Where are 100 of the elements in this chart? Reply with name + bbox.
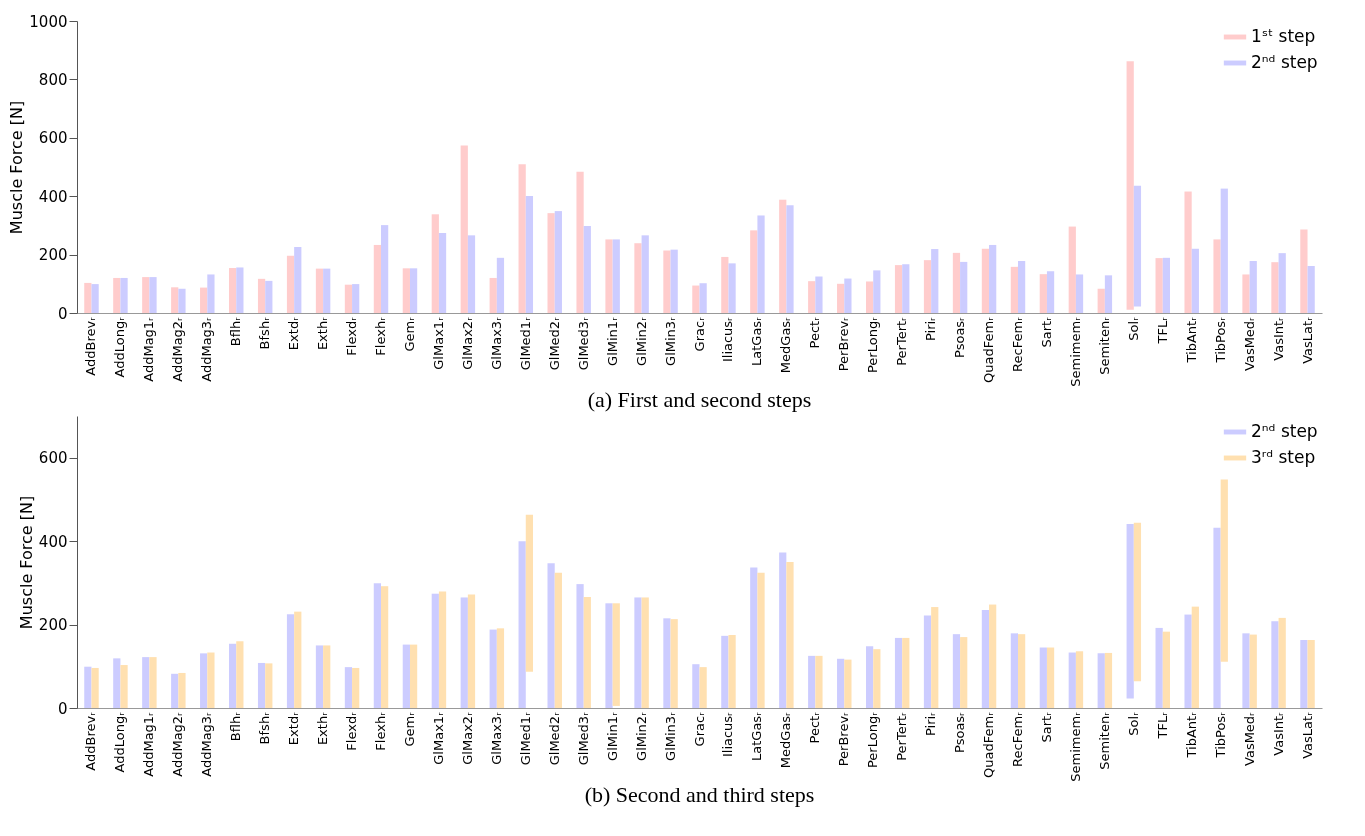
x-tick-label: QuadFemᵣ [981, 711, 997, 778]
x-tick-label: GlMin3ᵣ [662, 711, 678, 761]
bar [923, 615, 932, 708]
bar [960, 261, 968, 313]
bar [1242, 274, 1250, 313]
y-tick-label: 1000 [29, 12, 68, 31]
x-tick-label: GlMed3ᵣ [575, 316, 591, 371]
x-tick-label: TFLᵣ [1154, 711, 1170, 740]
bar [229, 643, 237, 708]
bar [931, 249, 939, 313]
bar [815, 276, 823, 313]
bar [265, 280, 273, 313]
bar [1307, 640, 1315, 708]
bar [171, 287, 179, 313]
bar [786, 205, 794, 313]
bar [518, 164, 526, 313]
bar [612, 239, 620, 313]
bar [721, 256, 729, 313]
bar [257, 278, 266, 313]
bar [808, 655, 816, 708]
bar [1039, 647, 1047, 708]
bar [663, 618, 671, 708]
legend-label: 2ⁿᵈ step [1251, 421, 1318, 441]
bar [844, 278, 852, 313]
bar [431, 214, 439, 313]
x-tick-label: GlMin1ᵣ [604, 711, 620, 761]
bar [294, 611, 302, 708]
legend-label: 1ˢᵗ step [1251, 26, 1316, 46]
x-tick-label: VasMedᵣ [1241, 711, 1257, 766]
bar [894, 265, 903, 313]
bar [1097, 288, 1105, 313]
x-tick-label: Psoasᵣ [952, 711, 968, 753]
bar [779, 552, 787, 708]
bar [786, 562, 794, 708]
x-tick-label: GlMax2ᵣ [459, 316, 475, 370]
x-tick-label: Bflhᵣ [228, 711, 244, 742]
bar [178, 288, 186, 313]
bar [402, 644, 410, 708]
bar [605, 239, 613, 313]
bar [525, 195, 534, 313]
bar [960, 637, 968, 708]
bar [489, 277, 497, 313]
bar [634, 597, 642, 708]
bar [207, 652, 215, 708]
bar [989, 604, 997, 708]
bar [605, 603, 613, 708]
x-tick-label: AddMag2ᵣ [170, 711, 186, 777]
x-tick-label: Semitenᵣ [1096, 316, 1112, 375]
bar [692, 664, 700, 708]
bar [757, 215, 765, 313]
bar [1155, 258, 1163, 313]
bar [315, 268, 324, 313]
bar [344, 284, 353, 313]
bar [1249, 261, 1257, 313]
x-tick-label: VasMedᵣ [1241, 316, 1257, 371]
x-tick-label: LatGasᵣ [749, 711, 765, 761]
bar [1104, 652, 1113, 708]
bar [1097, 653, 1105, 708]
bar [373, 583, 382, 708]
bar [663, 250, 671, 313]
bar [381, 586, 389, 708]
bar [149, 657, 157, 708]
x-tick-label: Flexdᵣ [344, 711, 360, 751]
bar [409, 644, 418, 708]
bar [902, 637, 910, 708]
text: (a) First and second steps [587, 387, 812, 413]
x-tick-label: Iliacusᵣ [720, 316, 736, 363]
y-tick-label: 0 [57, 699, 68, 718]
y-tick-label: 400 [38, 187, 68, 206]
bar [1300, 229, 1308, 313]
bar [149, 277, 157, 313]
bar [373, 244, 382, 313]
bar [1300, 640, 1308, 708]
x-tick-label: Gracᵣ [691, 316, 707, 352]
x-tick-label: MedGasᵣ [778, 316, 794, 374]
bar [1278, 253, 1286, 313]
x-tick-label: GlMed1ᵣ [517, 711, 533, 766]
bar [1068, 226, 1076, 313]
x-tick-label: Sartᵣ [1038, 316, 1054, 348]
bar [699, 283, 707, 313]
bar [91, 667, 99, 708]
bar [641, 597, 649, 708]
bar [265, 663, 273, 708]
y-tick-label: 800 [38, 70, 68, 89]
x-tick-label: RecFemᵣ [1009, 316, 1025, 372]
bar [547, 563, 555, 708]
bar [1213, 527, 1221, 708]
x-tick-label: Bfshᵣ [257, 316, 273, 350]
bar [634, 243, 642, 313]
y-tick-label: 600 [38, 129, 68, 148]
x-tick-label: TibAntᵣ [1183, 316, 1199, 364]
bar [1039, 274, 1047, 313]
bar [1126, 524, 1134, 699]
bar [1133, 185, 1142, 307]
bar [1104, 275, 1113, 313]
x-tick-label: Exthᵣ [315, 316, 331, 351]
x-tick-label: GlMax1ᵣ [430, 711, 446, 765]
bar [1191, 248, 1199, 313]
x-tick-label: AddLongᵣ [112, 711, 128, 773]
bar [1278, 617, 1286, 708]
